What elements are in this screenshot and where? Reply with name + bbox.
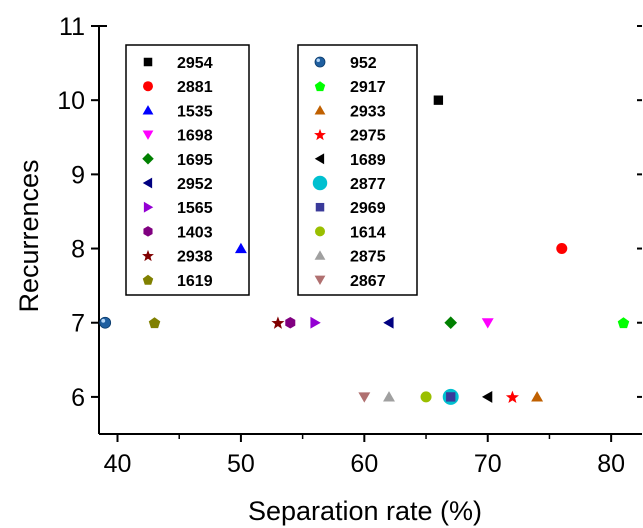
x-tick-label: 60	[350, 450, 378, 478]
legends: 2954 2881 1535 1698 1695 2952 1565 1403 2938 1619…	[125, 44, 418, 296]
y-axis-label: Recurrences	[14, 159, 44, 312]
marker-highlight	[101, 318, 106, 323]
x-tick-label: 50	[227, 450, 255, 478]
legend-label: 2952	[177, 176, 213, 193]
x-axis-label: Separation rate (%)	[248, 496, 482, 526]
legend-label: 2938	[177, 249, 213, 266]
legend-label: 2975	[350, 128, 386, 145]
point-2952	[383, 316, 394, 329]
point-952	[99, 316, 112, 329]
legend-marker	[314, 275, 326, 286]
data-points	[99, 95, 630, 405]
point-2875	[383, 391, 395, 402]
x-tick-label: 80	[597, 450, 625, 478]
point-1689	[481, 390, 493, 403]
legend-marker	[314, 128, 326, 141]
legend-box-2: 952 2917 2933 2975 1689 2877 2969 1614 2875 2867	[297, 44, 418, 296]
legend-marker	[314, 105, 326, 115]
legend-label: 1695	[177, 152, 213, 169]
point-2954	[433, 95, 444, 105]
legend-marker	[312, 175, 328, 191]
point-2938	[271, 316, 285, 329]
point-1565	[310, 316, 321, 329]
point-2933	[531, 391, 544, 402]
legend-label: 2877	[350, 176, 386, 193]
y-tick-label: 11	[59, 13, 85, 41]
legend-label: 2917	[350, 79, 386, 96]
point-2881	[556, 243, 568, 255]
legend-label: 2969	[350, 200, 386, 217]
legend-label: 2954	[177, 55, 213, 72]
legend-marker	[315, 226, 325, 237]
legend-label: 1614	[350, 224, 386, 241]
axis-ticks: 40 50 60 70 80 6 7 8 9 10 11	[57, 13, 642, 478]
legend-box-1: 2954 2881 1535 1698 1695 2952 1565 1403 2938 1619	[125, 44, 250, 296]
legend-marker	[314, 81, 326, 92]
x-tick-label: 40	[104, 450, 132, 478]
y-tick-label: 8	[71, 236, 85, 264]
legend-label: 2875	[350, 249, 386, 266]
y-tick-label: 7	[71, 310, 85, 338]
point-1535	[234, 242, 247, 254]
legend-label: 952	[350, 55, 377, 72]
x-tick-label: 70	[474, 450, 502, 478]
legend-label: 2881	[177, 79, 213, 96]
point-1698	[481, 318, 494, 329]
legend-marker	[314, 56, 326, 68]
point-2867	[358, 392, 371, 403]
legend-marker	[142, 130, 154, 140]
legend-label: 1689	[350, 152, 386, 169]
legend-marker	[143, 57, 153, 67]
legend-marker	[315, 202, 325, 212]
legend-marker	[142, 177, 153, 189]
point-1619	[148, 317, 161, 329]
plot-frame	[98, 25, 642, 435]
legend-marker	[142, 249, 154, 262]
y-tick-label: 10	[57, 87, 85, 115]
point-1403	[285, 316, 296, 329]
point-1695	[444, 316, 458, 330]
legend-marker	[142, 274, 154, 285]
y-tick-label: 9	[71, 161, 85, 189]
point-2975	[505, 390, 519, 404]
legend-marker	[314, 250, 326, 260]
legend-marker	[143, 201, 154, 213]
legend-border	[297, 44, 418, 296]
legend-marker	[142, 153, 154, 165]
legend-marker	[314, 153, 325, 165]
legend-label: 2933	[350, 103, 386, 120]
legend-marker	[143, 81, 153, 92]
point-2969	[446, 392, 456, 402]
legend-marker	[142, 105, 154, 115]
marker-highlight	[316, 58, 320, 62]
legend-marker	[143, 226, 153, 237]
legend-label: 2867	[350, 273, 386, 290]
legend-label: 1565	[177, 200, 213, 217]
point-2917	[617, 317, 630, 329]
legend-label: 1403	[177, 224, 213, 241]
legend-label: 1535	[177, 103, 213, 120]
point-1614	[420, 391, 432, 403]
legend-label: 1619	[177, 273, 213, 290]
y-tick-label: 6	[71, 384, 85, 412]
legend-label: 1698	[177, 128, 213, 145]
